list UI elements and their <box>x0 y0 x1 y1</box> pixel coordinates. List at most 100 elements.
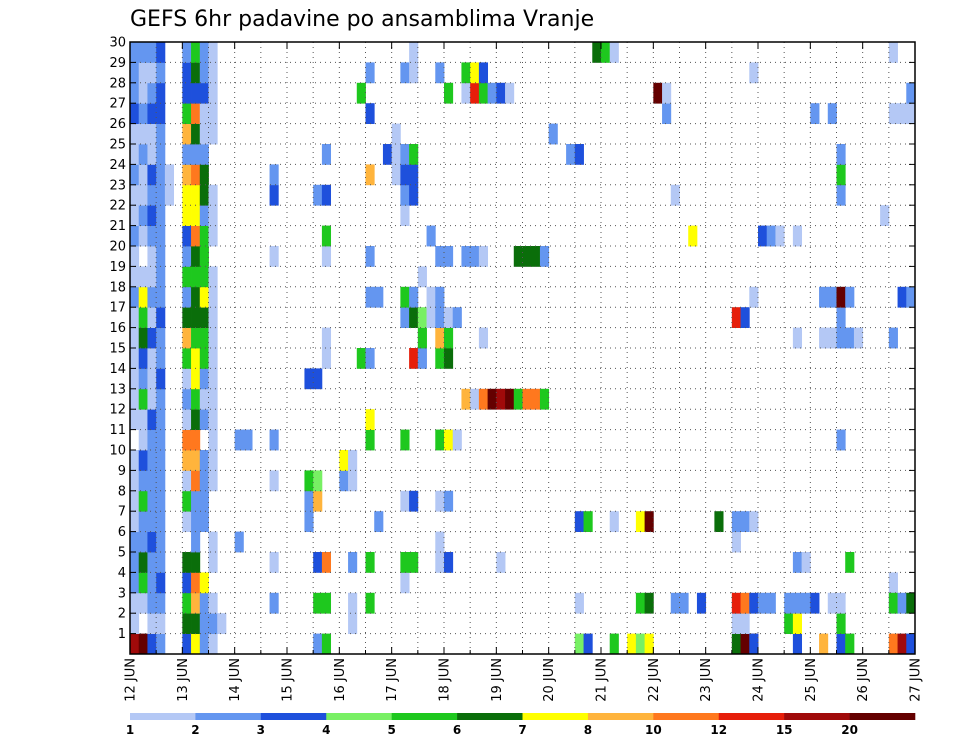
heatmap-cell <box>147 368 157 390</box>
heatmap-cell <box>400 490 410 512</box>
heatmap-cell <box>147 266 157 288</box>
heatmap-cell <box>191 409 201 430</box>
heatmap-cell <box>836 592 846 614</box>
heatmap-cell <box>906 82 916 104</box>
heatmap-cell <box>147 511 157 532</box>
colorbar-swatch <box>522 713 589 720</box>
heatmap-cell <box>191 348 201 369</box>
heatmap-cell <box>505 82 515 104</box>
heatmap-cell <box>819 633 829 655</box>
heatmap-cell <box>191 511 201 532</box>
heatmap-cell <box>444 429 454 451</box>
heatmap-cell <box>435 62 445 84</box>
heatmap-cell <box>321 552 332 573</box>
y-tick-label: 6 <box>118 525 126 540</box>
heatmap-cell <box>801 552 811 573</box>
y-tick-label: 16 <box>109 321 126 336</box>
heatmap-cell <box>156 429 166 451</box>
heatmap-cell <box>147 409 157 430</box>
heatmap-cell <box>182 327 192 349</box>
heatmap-cell <box>609 42 619 63</box>
heatmap-cell <box>810 103 820 124</box>
heatmap-cell <box>138 633 148 655</box>
heatmap-cell <box>191 205 201 226</box>
colorbar-tick-label: 5 <box>387 723 395 737</box>
heatmap-cell <box>191 388 201 410</box>
heatmap-cell <box>313 633 323 655</box>
heatmap-cell <box>452 429 462 451</box>
heatmap-cell <box>182 62 192 84</box>
heatmap-cell <box>156 103 166 124</box>
heatmap-cell <box>138 307 148 328</box>
heatmap-cell <box>470 82 480 104</box>
heatmap-cell <box>444 327 454 349</box>
heatmap-cell <box>827 592 837 614</box>
heatmap-cell <box>513 388 523 410</box>
grid-lines <box>130 42 915 654</box>
heatmap-cell <box>740 592 750 614</box>
heatmap-cell <box>470 246 480 267</box>
heatmap-cell <box>199 490 209 512</box>
heatmap-cell <box>138 511 148 532</box>
heatmap-cell <box>199 144 209 165</box>
heatmap-cell <box>627 633 637 655</box>
heatmap-cell <box>714 511 724 532</box>
heatmap-cell <box>208 266 218 288</box>
heatmap-cell <box>208 42 218 63</box>
heatmap-cell <box>435 531 445 553</box>
heatmap-cell <box>191 633 201 655</box>
heatmap-cell <box>487 82 497 104</box>
heatmap-cell <box>906 633 916 655</box>
heatmap-cell <box>662 103 672 124</box>
heatmap-cell <box>138 572 148 594</box>
heatmap-cell <box>156 633 166 655</box>
heatmap-cell <box>365 592 375 614</box>
heatmap-cell <box>156 572 166 594</box>
heatmap-cell <box>531 246 541 267</box>
heatmap-cell <box>191 429 201 451</box>
heatmap-cell <box>444 82 454 104</box>
heatmap-cell <box>339 470 349 492</box>
y-tick-label: 25 <box>109 138 126 153</box>
heatmap-cell <box>147 613 157 634</box>
heatmap-cell <box>304 470 314 492</box>
colorbar-tick-label: 4 <box>322 723 330 737</box>
colorbar-swatch <box>849 713 916 720</box>
heatmap-cell <box>478 246 489 267</box>
heatmap-cell <box>836 144 846 165</box>
heatmap-cell <box>435 490 445 512</box>
heatmap-cell <box>444 348 454 369</box>
heatmap-cell <box>749 286 759 308</box>
heatmap-cell <box>130 266 140 288</box>
heatmap-cell <box>191 103 201 124</box>
y-tick-label: 23 <box>109 178 126 193</box>
heatmap-cell <box>548 123 558 145</box>
heatmap-cell <box>365 409 375 430</box>
heatmap-cell <box>888 42 898 63</box>
heatmap-cell <box>156 184 166 206</box>
heatmap-cell <box>147 62 157 84</box>
heatmap-cell <box>208 123 218 145</box>
heatmap-cell <box>147 327 157 349</box>
heatmap-cell <box>365 429 375 451</box>
y-tick-label: 12 <box>109 403 126 418</box>
heatmap-cell <box>897 592 907 614</box>
heatmap-cell <box>313 490 323 512</box>
heatmap-cell <box>836 184 846 206</box>
y-tick-label: 3 <box>118 586 126 601</box>
heatmap-cell <box>182 307 192 328</box>
heatmap-cell <box>130 388 140 410</box>
heatmap-cell <box>130 225 140 247</box>
heatmap-cell <box>906 103 916 124</box>
heatmap-cell <box>182 348 192 369</box>
heatmap-cell <box>208 184 218 206</box>
heatmap-cell <box>400 164 410 186</box>
heatmap-cell <box>199 633 209 655</box>
heatmap-cell <box>191 123 201 145</box>
heatmap-cell <box>208 327 218 349</box>
heatmap-cell <box>435 286 445 308</box>
heatmap-cell <box>409 42 419 63</box>
heatmap-cell <box>138 388 148 410</box>
heatmap-cell <box>435 552 445 573</box>
